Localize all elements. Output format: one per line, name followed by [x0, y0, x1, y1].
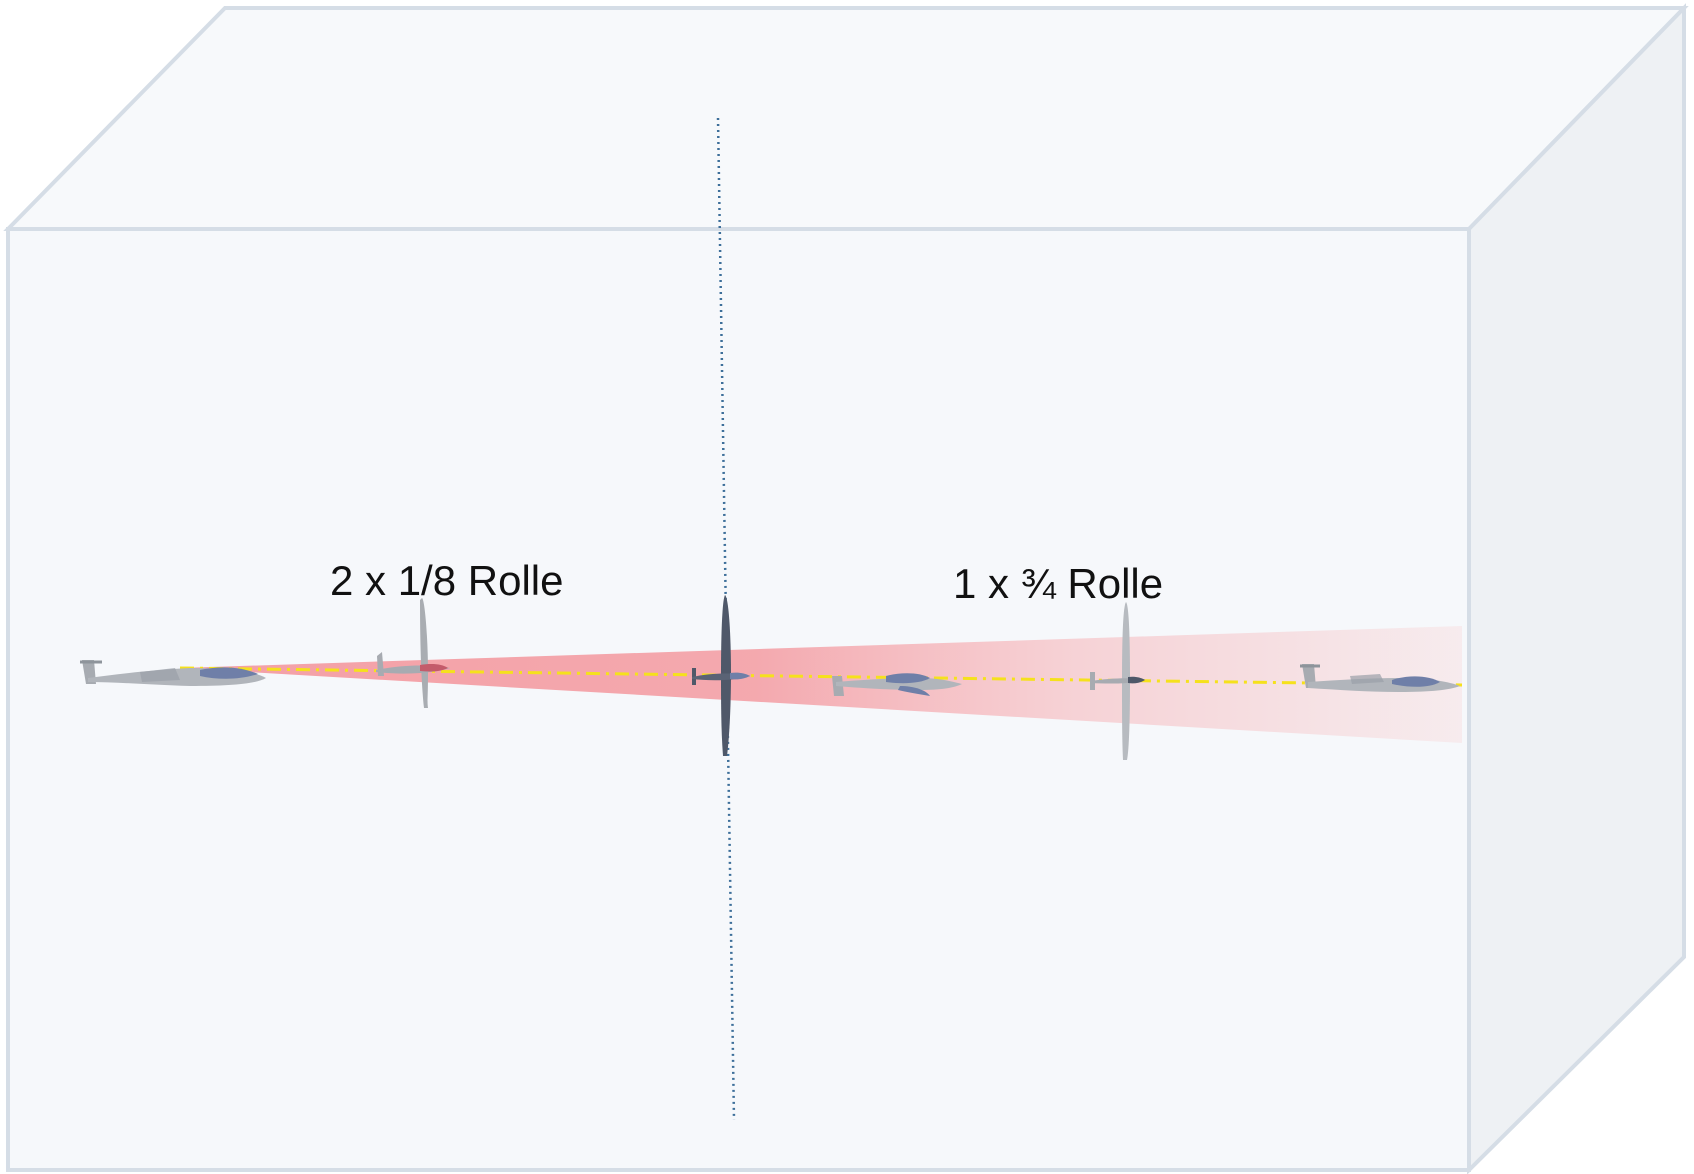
glider-icon: [80, 660, 266, 686]
glider-icon: [1090, 602, 1145, 760]
maneuver-label-right: 1 x ¾ Rolle: [953, 560, 1164, 607]
box-top-face: [3, 6, 1689, 231]
glider-icon: [1300, 664, 1460, 692]
glider-icon: [376, 598, 450, 708]
glider-icon: [832, 673, 962, 696]
maneuver-label-left: 2 x 1/8 Rolle: [330, 557, 564, 604]
glider-icon: [692, 595, 750, 756]
aerobatic-box: [3, 3, 1689, 1174]
center-axis: [716, 117, 736, 1121]
view-beam: [180, 626, 1462, 743]
